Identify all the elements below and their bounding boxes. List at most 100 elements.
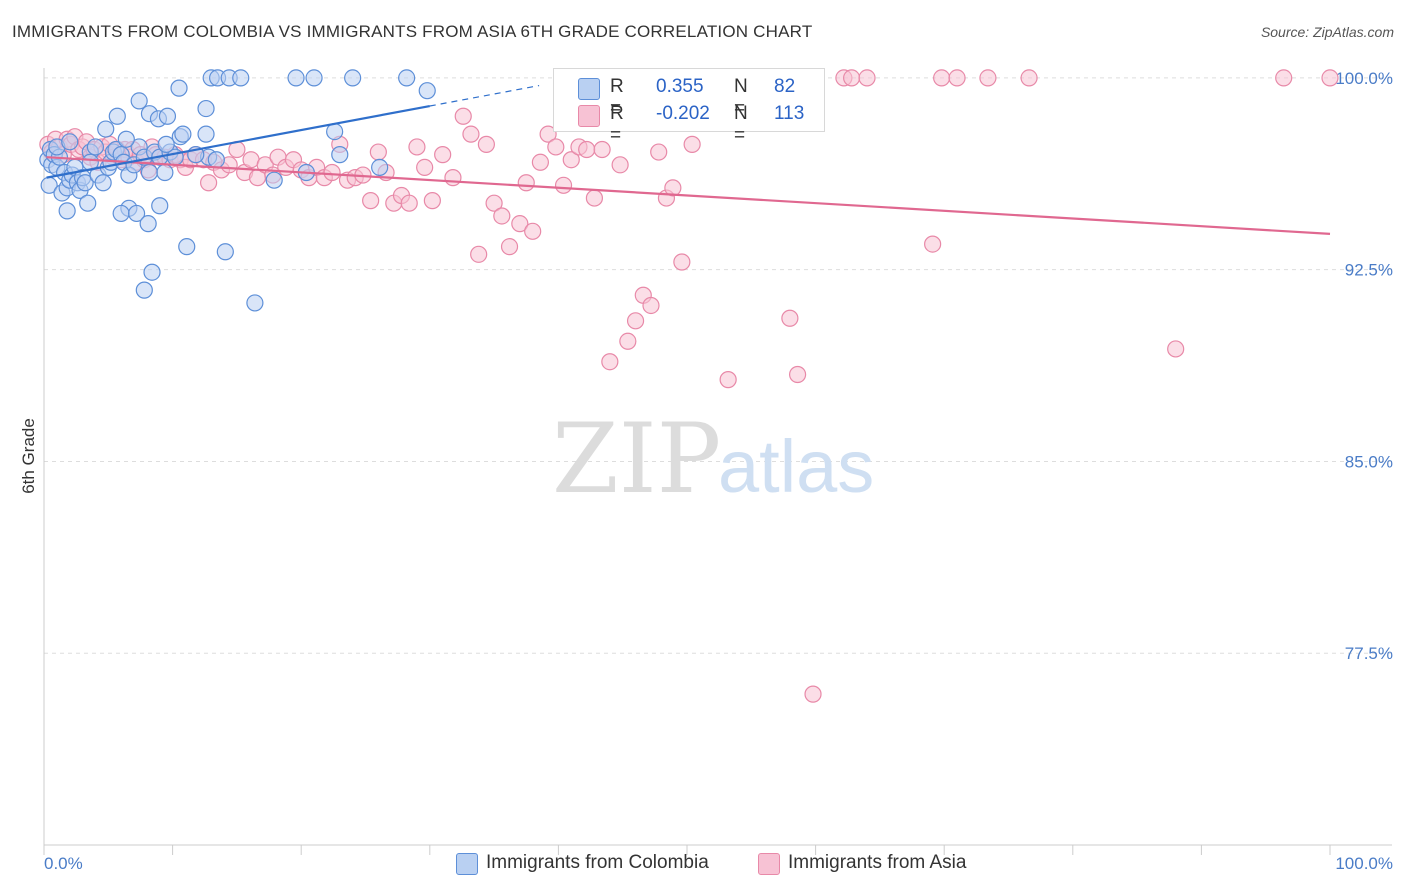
- asia-n-label: N =: [734, 103, 748, 146]
- asia-trend-line: [46, 156, 1331, 235]
- asia-point-115: [924, 235, 942, 253]
- colombia-point-45: [151, 197, 169, 215]
- colombia-point-74: [371, 158, 389, 176]
- asia-point-116: [933, 69, 951, 87]
- asia-legend-swatch: [758, 853, 780, 875]
- asia-point-67: [416, 158, 434, 176]
- colombia-point-66: [232, 69, 250, 87]
- asia-point-93: [626, 312, 645, 330]
- asia-point-79: [517, 174, 535, 192]
- asia-point-85: [562, 151, 580, 169]
- asia-point-118: [979, 69, 997, 87]
- colombia-point-62: [170, 79, 188, 97]
- colombia-point-50: [108, 107, 126, 125]
- colombia-point-60: [197, 125, 215, 143]
- asia-point-90: [601, 353, 619, 371]
- colombia-point-76: [207, 151, 225, 169]
- asia-point-69: [434, 146, 452, 164]
- colombia-point-19: [86, 138, 105, 156]
- colombia-point-33: [140, 163, 159, 182]
- asia-r-value: -0.202: [656, 103, 710, 124]
- asia-point-98: [664, 179, 682, 197]
- asia-point-65: [400, 194, 418, 212]
- asia-point-74: [477, 135, 495, 153]
- y-tick-label-0: 100.0%: [1335, 69, 1393, 88]
- asia-point-77: [500, 238, 519, 256]
- asia-point-72: [462, 125, 480, 143]
- watermark-atlas: atlas: [718, 425, 874, 508]
- colombia-point-55: [158, 107, 177, 125]
- asia-point-73: [470, 245, 488, 263]
- series-asia-points: [39, 69, 1339, 703]
- asia-point-81: [531, 153, 549, 171]
- colombia-point-21: [94, 174, 112, 192]
- y-axis-label: 6th Grade: [19, 418, 38, 494]
- colombia-point-47: [216, 243, 234, 261]
- colombia-point-46: [178, 238, 196, 256]
- y-tick-label-3: 77.5%: [1345, 644, 1393, 663]
- asia-point-91: [611, 156, 629, 174]
- colombia-legend-label: Immigrants from Colombia: [486, 852, 709, 873]
- colombia-trend-line: [46, 104, 431, 179]
- asia-point-84: [554, 176, 573, 194]
- colombia-point-68: [305, 69, 323, 87]
- asia-point-61: [369, 143, 387, 161]
- stats-legend: R = 0.355 N = 82 R = -0.202 N = 113: [553, 68, 825, 146]
- source-label: Source: ZipAtlas.com: [1260, 24, 1394, 40]
- colombia-point-56: [157, 135, 175, 153]
- asia-point-89: [593, 140, 611, 159]
- colombia-point-44: [135, 281, 153, 299]
- asia-point-114: [858, 69, 876, 87]
- asia-point-121: [1275, 69, 1293, 87]
- asia-point-100: [683, 135, 701, 153]
- asia-point-68: [423, 192, 441, 210]
- asia-point-96: [650, 143, 668, 161]
- asia-point-87: [578, 140, 596, 159]
- asia-point-103: [719, 371, 737, 389]
- colombia-point-67: [287, 69, 305, 87]
- colombia-point-59: [197, 99, 215, 118]
- asia-point-110: [788, 365, 807, 384]
- asia-point-76: [493, 207, 511, 225]
- colombia-point-48: [246, 294, 264, 312]
- asia-point-88: [585, 189, 604, 207]
- colombia-r-label: R =: [610, 76, 624, 119]
- asia-point-119: [1020, 69, 1038, 87]
- asia-point-113: [843, 69, 861, 87]
- y-tick-label-1: 92.5%: [1345, 261, 1393, 280]
- asia-point-78: [511, 215, 529, 233]
- colombia-point-36: [156, 163, 174, 182]
- colombia-trend-extension: [429, 84, 540, 107]
- asia-point-82: [539, 125, 557, 143]
- asia-r-label: R =: [610, 103, 624, 146]
- tick-labels: 100.0% 92.5% 85.0% 77.5% 0.0% 100.0%: [44, 69, 1393, 873]
- colombia-legend-swatch: [456, 853, 478, 875]
- series-colombia-points: [39, 69, 436, 312]
- colombia-point-17: [79, 194, 97, 212]
- colombia-swatch: [578, 78, 600, 100]
- y-tick-label-2: 85.0%: [1345, 452, 1393, 471]
- asia-point-80: [524, 222, 542, 240]
- colombia-r-value: 0.355: [656, 76, 704, 97]
- asia-n-value: 113: [774, 103, 805, 124]
- asia-point-60: [362, 192, 380, 210]
- asia-point-75: [485, 194, 503, 212]
- colombia-point-49: [97, 120, 115, 138]
- colombia-n-label: N =: [734, 76, 748, 119]
- watermark: ZIP atlas: [552, 403, 874, 515]
- chart-title: IMMIGRANTS FROM COLOMBIA VS IMMIGRANTS F…: [12, 22, 813, 41]
- x-tick-label-0: 0.0%: [44, 854, 83, 873]
- watermark-zip: ZIP: [552, 403, 721, 515]
- colombia-point-70: [398, 69, 416, 87]
- colombia-point-22: [58, 202, 76, 220]
- asia-swatch: [578, 105, 600, 127]
- colombia-point-43: [143, 263, 161, 281]
- asia-point-71: [454, 107, 472, 125]
- asia-point-120: [1167, 340, 1185, 358]
- colombia-point-69: [344, 69, 362, 87]
- colombia-point-72: [326, 122, 344, 141]
- colombia-point-77: [265, 171, 283, 189]
- asia-point-55: [323, 163, 341, 182]
- colombia-point-41: [127, 204, 146, 223]
